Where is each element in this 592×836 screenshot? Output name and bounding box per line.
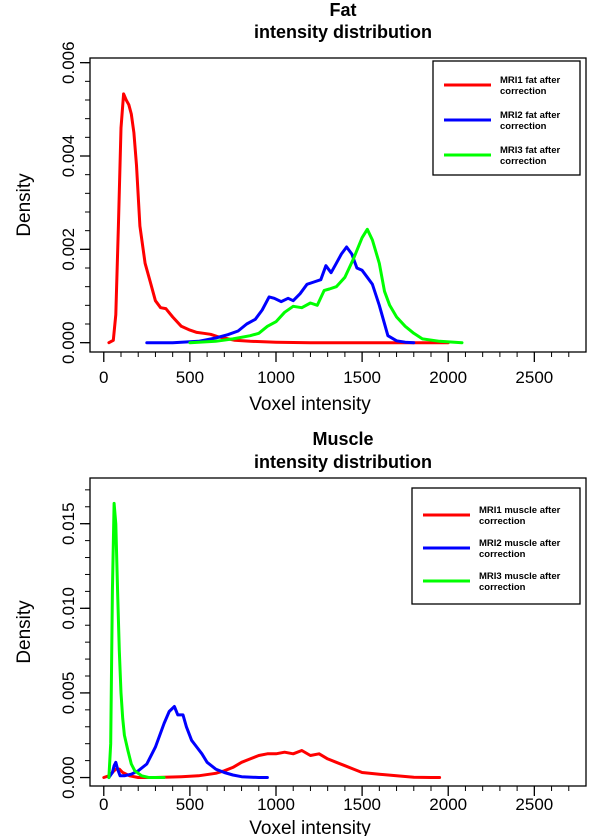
- y-tick-label: 0.000: [59, 321, 78, 364]
- x-tick-label: 1500: [343, 368, 381, 387]
- muscle-chart: Muscle intensity distribution 0 500 1000 1500…: [14, 429, 587, 836]
- legend-label: MRI2 muscle after: [479, 538, 561, 549]
- y-axis-title: Density: [14, 600, 35, 664]
- series-line-2: [145, 245, 416, 345]
- legend-label: correction: [479, 516, 526, 527]
- legend-label: correction: [479, 549, 526, 560]
- y-axis-title: Density: [14, 173, 35, 237]
- legend-box: [411, 487, 581, 605]
- x-tick-label: 2500: [515, 795, 553, 814]
- x-tick-label: 1000: [257, 795, 295, 814]
- series-line-1: [107, 92, 450, 345]
- legend-label: correction: [500, 156, 547, 167]
- y-tick-label: 0.002: [59, 228, 78, 271]
- series-line-3: [107, 501, 166, 779]
- x-tick-label: 2000: [429, 795, 467, 814]
- y-tick-label: 0.005: [59, 672, 78, 715]
- y-tick-label: 0.000: [59, 756, 78, 799]
- x-tick-label: 500: [176, 795, 204, 814]
- legend-label: MRI3 fat after: [500, 145, 560, 156]
- legend-label: MRI1 muscle after: [479, 505, 561, 516]
- chart-title: intensity distribution: [254, 452, 432, 472]
- y-tick-label: 0.010: [59, 587, 78, 630]
- series-line-1: [102, 749, 442, 779]
- y-tick-label: 0.004: [59, 135, 78, 178]
- legend-label: correction: [500, 121, 547, 132]
- plot-frame: [89, 57, 587, 353]
- plot-frame: [89, 477, 587, 787]
- x-tick-label: 1000: [257, 368, 295, 387]
- series-line-2: [107, 705, 269, 779]
- y-tick-label: 0.006: [59, 41, 78, 84]
- x-tick-label: 1500: [343, 795, 381, 814]
- chart-title: Muscle: [312, 429, 373, 449]
- x-axis-title: Voxel intensity: [249, 818, 371, 836]
- legend-label: correction: [500, 86, 547, 97]
- legend-label: MRI2 fat after: [500, 110, 560, 121]
- x-tick-label: 0: [99, 795, 108, 814]
- chart-title: intensity distribution: [254, 22, 432, 42]
- series-line-3: [188, 227, 464, 345]
- x-tick-label: 2500: [515, 368, 553, 387]
- x-tick-label: 500: [176, 368, 204, 387]
- x-tick-label: 0: [99, 368, 108, 387]
- y-tick-label: 0.015: [59, 502, 78, 545]
- chart-title: Fat: [330, 0, 357, 20]
- legend-label: correction: [479, 582, 526, 593]
- legend-label: MRI1 fat after: [500, 75, 560, 86]
- x-axis-title: Voxel intensity: [249, 394, 371, 415]
- legend-label: MRI3 muscle after: [479, 571, 561, 582]
- x-tick-label: 2000: [429, 368, 467, 387]
